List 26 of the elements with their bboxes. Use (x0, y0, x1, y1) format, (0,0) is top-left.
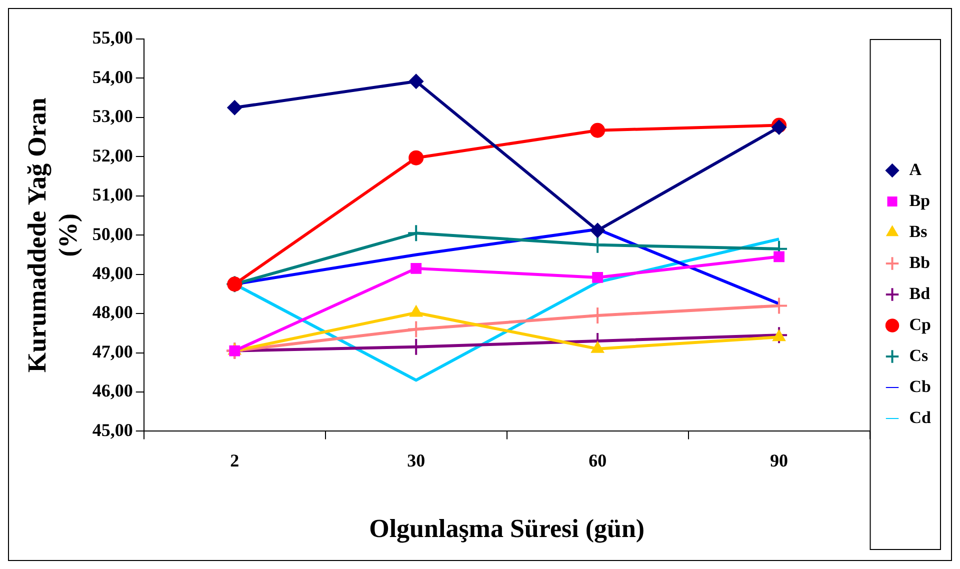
legend-label: Bp (909, 190, 930, 210)
y-tick-label: 50,00 (92, 224, 133, 244)
legend-label: Bd (909, 284, 931, 303)
y-tick-label: 47,00 (92, 341, 133, 362)
legend-label: Bb (909, 252, 930, 272)
legend-label: Cp (909, 314, 932, 334)
legend-label: A (909, 160, 922, 179)
y-tick-label: 53,00 (92, 106, 133, 126)
y-axis-title: Kurumaddede Yağ Oran (%) (22, 97, 83, 373)
legend-label: Cd (909, 408, 932, 427)
x-tick-label: 30 (407, 450, 426, 471)
y-tick-label: 48,00 (92, 302, 133, 322)
y-tick-label: 54,00 (92, 66, 133, 87)
y-tick-label: 55,00 (92, 28, 133, 48)
y-tick-label: 46,00 (92, 380, 133, 401)
x-tick-label: 90 (770, 450, 788, 471)
legend-label: Cb (909, 376, 932, 396)
y-tick-label: 45,00 (92, 420, 133, 440)
y-tick-label: 49,00 (92, 262, 133, 283)
x-tick-label: 2 (230, 450, 240, 471)
y-tick-label: 51,00 (92, 184, 133, 205)
x-tick-label: 60 (588, 450, 607, 471)
legend-label: Bs (909, 222, 928, 241)
y-tick-label: 52,00 (92, 145, 133, 166)
legend-label: Cs (909, 346, 929, 365)
x-axis-title: Olgunlaşma Süresi (gün) (369, 514, 645, 544)
